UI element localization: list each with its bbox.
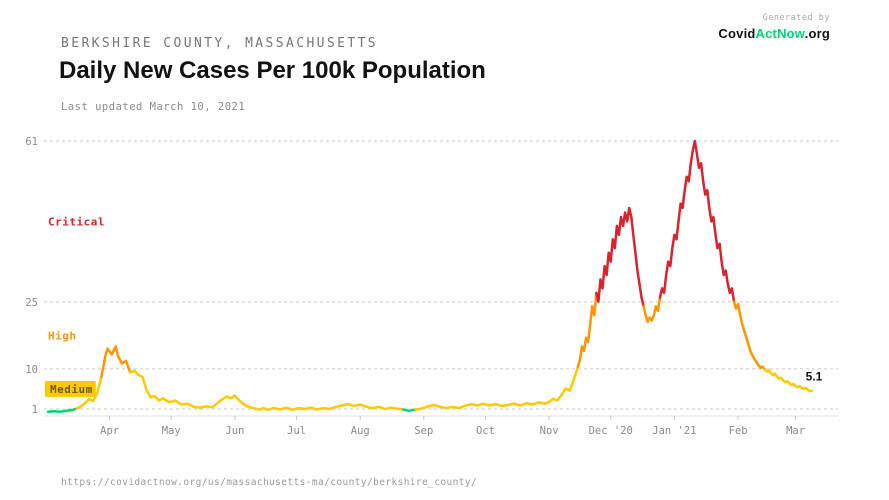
series-segment[interactable] [576,291,598,368]
x-tick-label-Apr: Apr [100,425,119,437]
x-tick-label-Sep: Sep [414,425,433,437]
series-segment[interactable] [642,296,662,324]
zone-label-medium: Medium [50,383,93,396]
series-segment[interactable] [414,365,580,411]
x-tick-label-Nov: Nov [540,425,559,437]
brand-org: .org [804,26,830,41]
zone-label-critical: Critical [48,215,105,228]
brand-covid: Covid [718,26,756,41]
x-tick-label-Aug: Aug [351,425,370,437]
series-segment[interactable] [595,206,645,308]
y-axis-label-1: 1 [32,404,38,416]
x-tick-label-May: May [162,425,181,437]
last-updated-text: Last updated March 10, 2021 [61,101,246,113]
series-segment[interactable] [402,408,417,413]
location-label: BERKSHIRE COUNTY, MASSACHUSETTS [61,36,379,51]
y-axis-label-25: 25 [25,297,38,309]
series-segment[interactable] [732,300,767,371]
series-segment[interactable] [46,407,79,413]
series-segment[interactable] [128,369,405,412]
generated-by-label: Generated by [762,13,830,23]
x-tick-label-Feb: Feb [729,425,748,437]
page-title: Daily New Cases Per 100k Population [59,57,486,84]
source-url-link[interactable]: https://covidactnow.org/us/massachusetts… [61,477,478,488]
x-tick-label-Jan21: Jan '21 [652,425,696,437]
series-segment[interactable] [658,139,736,304]
x-tick-label-Jun: Jun [225,425,244,437]
current-value-label: 5.1 [806,370,823,384]
x-tick-label-Dec20: Dec '20 [589,425,633,437]
y-axis-label-10: 10 [25,364,38,376]
zone-label-high: High [48,329,77,342]
brand-actnow: ActNow [755,26,805,41]
x-tick-label-Oct: Oct [476,425,495,437]
series-segment[interactable] [763,368,814,393]
brand-block: Generated by CovidActNow.org [718,13,830,41]
series-segment[interactable] [100,345,132,379]
zone-pill-medium [45,380,96,397]
x-tick-label-Mar: Mar [786,425,805,437]
y-axis-label-61: 61 [25,136,38,148]
series-segment[interactable] [75,375,103,410]
x-tick-label-Jul: Jul [287,425,306,437]
covidactnow-logo-link[interactable]: CovidActNow.org [718,26,830,41]
